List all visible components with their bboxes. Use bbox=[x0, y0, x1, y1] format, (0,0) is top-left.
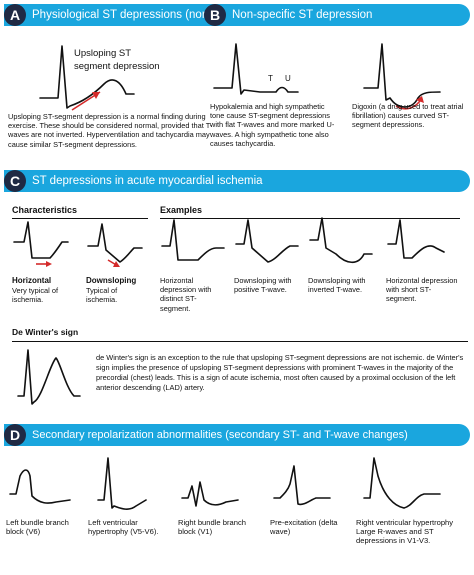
section-a-ecg bbox=[39, 45, 135, 111]
dewinter-text: de Winter's sign is an exception to the … bbox=[96, 353, 464, 392]
rbbb-text: Right bundle branch block (V1) bbox=[178, 518, 246, 537]
section-b-ecg-1 bbox=[213, 43, 299, 95]
dewinter-underline bbox=[12, 341, 468, 342]
example-4-ecg bbox=[387, 219, 445, 259]
char-downsloping-title: Downsloping bbox=[86, 276, 137, 285]
example-1-text: Horizontal depression with distinct ST-s… bbox=[160, 276, 212, 313]
section-b-title: Non-specific ST depression bbox=[232, 9, 373, 21]
section-a-badge: A bbox=[4, 4, 26, 26]
char-horizontal-text: Very typical of ischemia. bbox=[12, 286, 59, 305]
rvh-text: Right ventricular hypertrophy Large R-wa… bbox=[356, 518, 454, 546]
section-a-header-bar bbox=[4, 4, 222, 26]
dewinter-ecg bbox=[17, 349, 81, 405]
dewinter-header: De Winter's sign bbox=[12, 327, 79, 337]
example-1-ecg bbox=[161, 219, 225, 261]
characteristics-underline bbox=[12, 218, 148, 219]
section-a-annotation-line2: segment depression bbox=[74, 61, 160, 72]
char-horizontal-ecg bbox=[13, 221, 69, 267]
section-c-title: ST depressions in acute myocardial ische… bbox=[32, 175, 263, 187]
lbbb-ecg bbox=[9, 469, 71, 504]
examples-underline bbox=[160, 218, 460, 219]
lbbb-text: Left bundle branch block (V6) bbox=[6, 518, 69, 537]
section-a-title: Physiological ST depressions (normal) bbox=[32, 9, 229, 21]
rbbb-ecg bbox=[181, 481, 239, 507]
section-b-text-2: Digoxin (a drug used to treat atrial fib… bbox=[352, 102, 464, 130]
section-a-text: Upsloping ST-segment depression is a nor… bbox=[8, 112, 213, 149]
lvh-ecg bbox=[97, 457, 147, 510]
rvh-ecg bbox=[363, 457, 441, 509]
example-2-ecg bbox=[235, 219, 299, 263]
example-3-text: Downsloping with inverted T-wave. bbox=[308, 276, 366, 295]
section-b-text-1: Hypokalemia and high sympathetic tone ca… bbox=[210, 102, 335, 148]
section-d-title: Secondary repolarization abnormalities (… bbox=[32, 429, 408, 441]
preexcitation-ecg bbox=[273, 465, 331, 506]
example-2-text: Downsloping with positive T-wave. bbox=[234, 276, 292, 295]
example-4-text: Horizontal depression with short ST-segm… bbox=[386, 276, 458, 304]
char-downsloping-text: Typical of ischemia. bbox=[86, 286, 118, 305]
section-b-header-bar bbox=[208, 4, 470, 26]
section-a-annotation-line1: Upsloping ST bbox=[74, 48, 132, 59]
characteristics-header: Characteristics bbox=[12, 205, 78, 215]
examples-header: Examples bbox=[160, 205, 203, 215]
section-c-badge: C bbox=[4, 170, 26, 192]
example-3-ecg bbox=[309, 217, 373, 264]
section-c-header-bar bbox=[4, 170, 470, 192]
preexcitation-text: Pre-excitation (delta wave) bbox=[270, 518, 338, 537]
lvh-text: Left ventricular hypertrophy (V5-V6). bbox=[88, 518, 159, 537]
section-b-ecg-2 bbox=[363, 43, 441, 110]
section-b-badge: B bbox=[204, 4, 226, 26]
section-d-badge: D bbox=[4, 424, 26, 446]
char-horizontal-title: Horizontal bbox=[12, 276, 52, 285]
section-b-u-label: U bbox=[285, 74, 291, 83]
section-d-header-bar bbox=[4, 424, 470, 446]
char-downsloping-ecg bbox=[87, 223, 143, 267]
section-b-t-label: T bbox=[268, 74, 273, 83]
